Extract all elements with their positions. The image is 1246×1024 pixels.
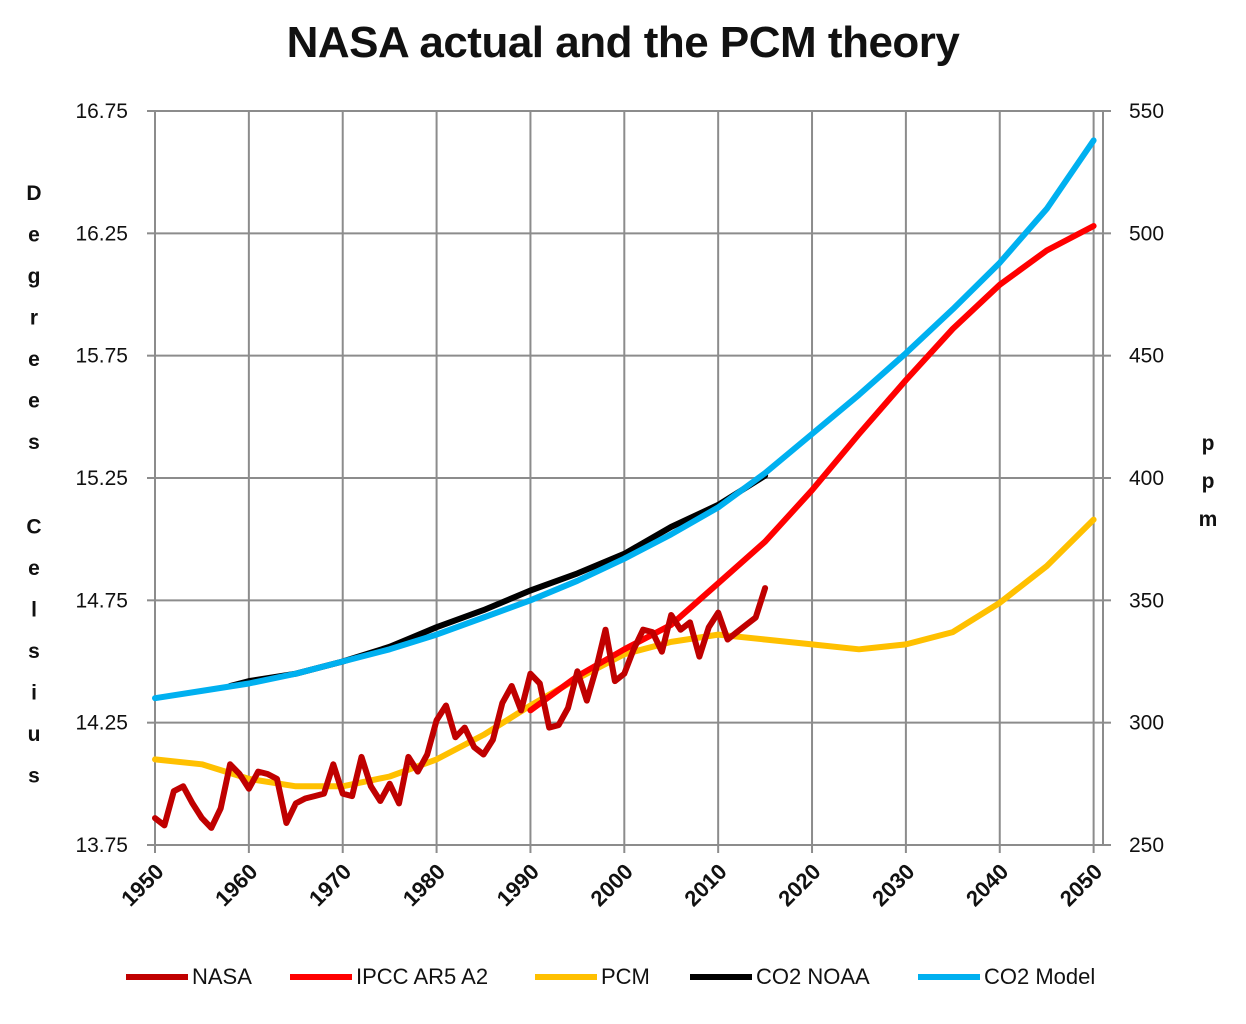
- right-axis-ticks: 550 500 450 400 350 300 250: [1103, 100, 1164, 857]
- left-tick-label: 14.75: [75, 589, 128, 612]
- x-tick-label: 1990: [492, 859, 544, 911]
- left-axis-label-letter: e: [28, 557, 40, 580]
- left-axis-label-letter: s: [28, 765, 40, 788]
- legend-label: IPCC AR5 A2: [356, 964, 489, 989]
- legend-label: PCM: [601, 964, 650, 989]
- legend-item: PCM: [535, 960, 650, 994]
- right-tick-label: 350: [1129, 589, 1164, 612]
- x-tick-label: 2030: [867, 859, 919, 911]
- x-tick-label: 1950: [116, 859, 168, 911]
- legend-item: CO2 NOAA: [690, 960, 870, 994]
- left-axis-label-letter: u: [28, 723, 41, 746]
- right-tick-label: 400: [1129, 467, 1164, 490]
- left-tick-label: 15.75: [75, 345, 128, 368]
- x-tick-label: 2000: [586, 859, 638, 911]
- series-line-co2-noaa: [227, 472, 769, 689]
- left-tick-label: 14.25: [75, 712, 128, 735]
- series-lines: [152, 137, 1097, 831]
- right-axis-label: ppm: [1199, 432, 1218, 531]
- legend: NASA IPCC AR5 A2 PCM CO2 NOAA CO2 Model: [0, 960, 1246, 994]
- chart-title: NASA actual and the PCM theory: [286, 18, 960, 67]
- left-axis-label-letter: e: [28, 390, 40, 413]
- left-tick-label: 16.75: [75, 100, 128, 123]
- legend-swatch: [290, 974, 352, 980]
- series-line-nasa: [152, 585, 769, 831]
- x-axis-ticks: 1950 1960 1970 1980 1990 2000 2010 2020 2030 2040…: [116, 845, 1107, 911]
- series-line-ipcc-ar5-a2: [527, 223, 1097, 714]
- legend-label: CO2 Model: [984, 964, 1096, 989]
- left-axis-label-letter: e: [28, 224, 40, 247]
- right-tick-label: 500: [1129, 222, 1164, 245]
- x-tick-label: 1980: [398, 859, 450, 911]
- legend-swatch: [690, 974, 752, 980]
- x-tick-label: 2050: [1055, 859, 1107, 911]
- legend-label: NASA: [192, 964, 252, 989]
- legend-swatch: [535, 974, 597, 980]
- x-tick-label: 2010: [679, 859, 731, 911]
- legend-label: CO2 NOAA: [756, 964, 870, 989]
- right-axis-label-letter: p: [1202, 432, 1215, 455]
- left-axis-label-letter: e: [28, 348, 40, 371]
- legend-item: CO2 Model: [918, 960, 1095, 994]
- left-axis-label-letter: l: [31, 599, 37, 622]
- right-tick-label: 250: [1129, 834, 1164, 857]
- legend-swatch: [918, 974, 980, 980]
- left-axis-label-letter: i: [31, 682, 37, 705]
- x-tick-label: 1970: [304, 859, 356, 911]
- series-line-co2-model: [152, 137, 1097, 702]
- left-axis-label-letter: g: [28, 265, 41, 288]
- left-axis-ticks: 16.75 16.25 15.75 15.25 14.75 14.25 13.75: [75, 100, 155, 857]
- right-tick-label: 450: [1129, 345, 1164, 368]
- legend-swatch: [126, 974, 188, 980]
- right-axis-label-letter: m: [1199, 508, 1218, 531]
- left-axis-label-letter: r: [30, 307, 38, 330]
- legend-item: NASA: [126, 960, 252, 994]
- left-tick-label: 15.25: [75, 467, 128, 490]
- x-tick-label: 2020: [773, 859, 825, 911]
- right-tick-label: 550: [1129, 100, 1164, 123]
- left-axis-label-letter: s: [28, 431, 40, 454]
- left-axis-label-letter: D: [26, 182, 41, 205]
- left-tick-label: 13.75: [75, 834, 128, 857]
- right-tick-label: 300: [1129, 712, 1164, 735]
- x-tick-label: 2040: [961, 859, 1013, 911]
- gridlines: [154, 110, 1103, 846]
- series-line-pcm: [152, 516, 1097, 790]
- right-axis-label-letter: p: [1202, 470, 1215, 493]
- x-tick-label: 1960: [210, 859, 262, 911]
- left-tick-label: 16.25: [75, 222, 128, 245]
- left-axis-label-letter: C: [26, 516, 41, 539]
- legend-item: IPCC AR5 A2: [290, 960, 488, 994]
- left-axis-label-letter: s: [28, 640, 40, 663]
